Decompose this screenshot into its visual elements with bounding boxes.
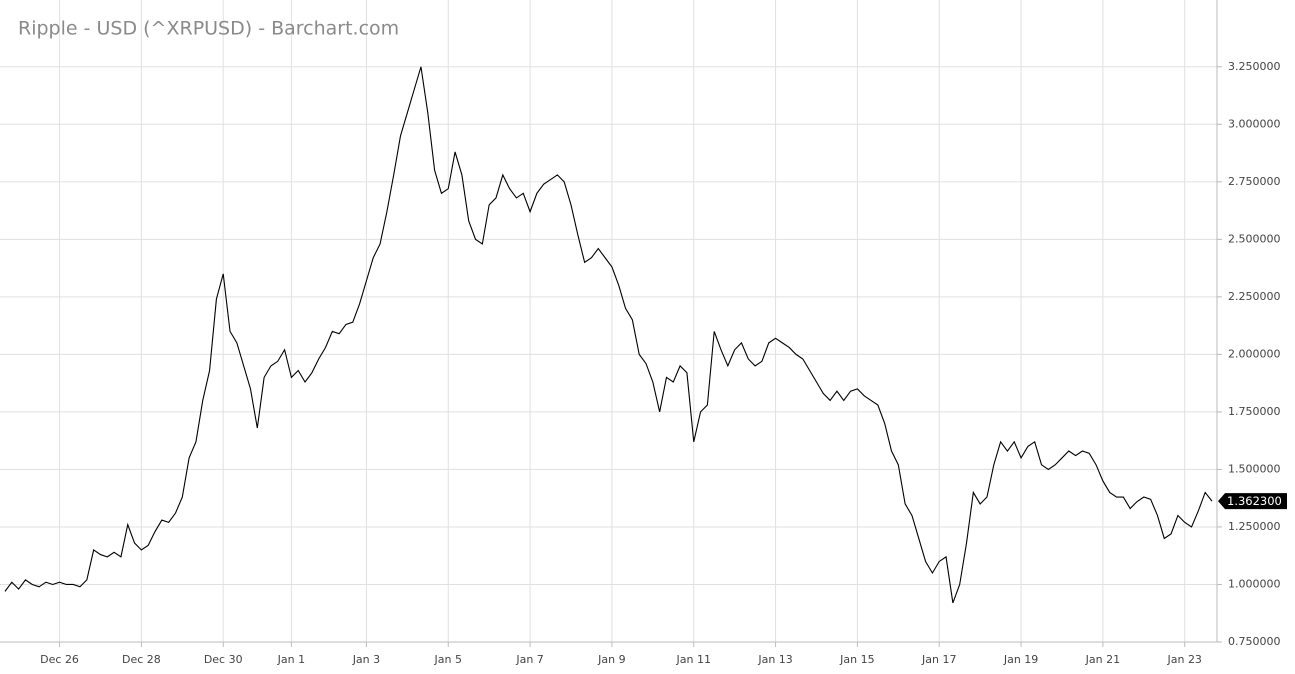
x-tick-label: Jan 3 bbox=[352, 653, 380, 666]
x-tick-label: Dec 26 bbox=[40, 653, 79, 666]
price-badge bbox=[1218, 493, 1287, 510]
x-tick-label: Jan 1 bbox=[277, 653, 305, 666]
x-tick-label: Jan 17 bbox=[921, 653, 956, 666]
y-tick-label: 3.250000 bbox=[1228, 60, 1281, 73]
y-tick-label: 1.000000 bbox=[1228, 577, 1281, 590]
y-tick-label: 1.750000 bbox=[1228, 405, 1281, 418]
x-tick-label: Jan 21 bbox=[1085, 653, 1120, 666]
x-tick-label: Jan 11 bbox=[676, 653, 711, 666]
x-tick-label: Jan 9 bbox=[597, 653, 625, 666]
y-tick-label: 2.500000 bbox=[1228, 232, 1281, 245]
x-tick-label: Jan 13 bbox=[757, 653, 792, 666]
chart-title: Ripple - USD (^XRPUSD) - Barchart.com bbox=[18, 18, 399, 40]
x-tick-label: Dec 30 bbox=[204, 653, 243, 666]
price-line bbox=[4, 66, 1213, 604]
price-badge-label: 1.362300 bbox=[1227, 494, 1282, 508]
y-tick-label: 1.500000 bbox=[1228, 462, 1281, 475]
x-tick-label: Jan 5 bbox=[434, 653, 462, 666]
y-tick-label: 2.750000 bbox=[1228, 175, 1281, 188]
y-tick-label: 1.250000 bbox=[1228, 520, 1281, 533]
x-tick-label: Jan 23 bbox=[1166, 653, 1201, 666]
x-tick-label: Jan 15 bbox=[839, 653, 874, 666]
x-tick-label: Jan 7 bbox=[515, 653, 543, 666]
y-tick-label: 2.000000 bbox=[1228, 347, 1281, 360]
y-tick-label: 3.000000 bbox=[1228, 117, 1281, 130]
x-tick-label: Dec 28 bbox=[122, 653, 161, 666]
y-tick-label: 2.250000 bbox=[1228, 290, 1281, 303]
x-tick-label: Jan 19 bbox=[1003, 653, 1038, 666]
y-tick-label: 0.750000 bbox=[1228, 635, 1281, 648]
